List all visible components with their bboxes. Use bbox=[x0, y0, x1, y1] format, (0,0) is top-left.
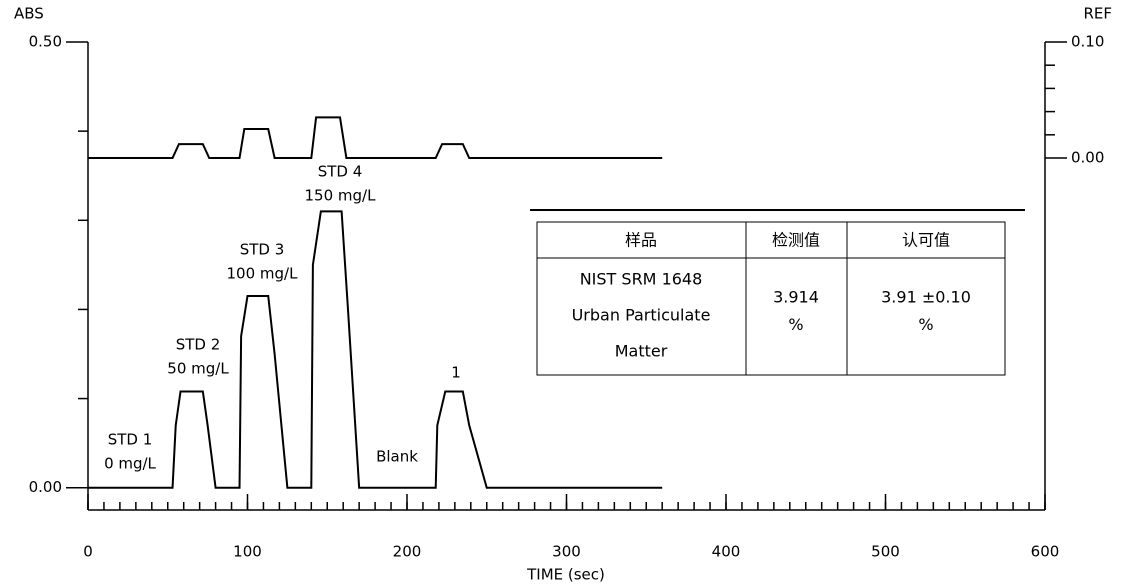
table-cell: % bbox=[788, 315, 803, 334]
x-tick-label: 200 bbox=[393, 543, 422, 561]
y-axis-label: ABS bbox=[14, 5, 44, 23]
y-tick-label: 0.50 bbox=[29, 33, 62, 51]
annotation: STD 3 bbox=[240, 241, 285, 259]
table-cell: Matter bbox=[615, 342, 668, 361]
table-header: 认可值 bbox=[902, 231, 950, 250]
annotation: STD 2 bbox=[176, 336, 221, 354]
annotation: Blank bbox=[376, 448, 418, 466]
x-tick-label: 300 bbox=[552, 543, 581, 561]
x-tick-label: 100 bbox=[233, 543, 262, 561]
table-cell: NIST SRM 1648 bbox=[580, 270, 703, 289]
data-line bbox=[88, 116, 663, 160]
table-border bbox=[536, 221, 1006, 376]
y2-axis-label: REF bbox=[1083, 5, 1112, 23]
table-cell: 3.914 bbox=[773, 288, 819, 307]
x-tick-label: 600 bbox=[1031, 543, 1060, 561]
table-cell: Urban Particulate bbox=[572, 306, 711, 325]
table-header: 样品 bbox=[625, 231, 657, 250]
annotation: 150 mg/L bbox=[305, 187, 377, 205]
annotation: 0 mg/L bbox=[104, 455, 156, 473]
annotation: STD 4 bbox=[318, 163, 363, 181]
y2-tick-label: 0.00 bbox=[1071, 149, 1104, 167]
annotation: 50 mg/L bbox=[167, 360, 229, 378]
annotation: 1 bbox=[451, 364, 461, 382]
data-line bbox=[88, 210, 663, 489]
x-tick-label: 400 bbox=[712, 543, 741, 561]
annotation: 100 mg/L bbox=[227, 265, 299, 283]
y2-tick-label: 0.10 bbox=[1071, 33, 1104, 51]
table-header: 检测值 bbox=[772, 231, 820, 250]
x-tick-label: 500 bbox=[871, 543, 900, 561]
table-cell: % bbox=[918, 315, 933, 334]
y-tick-label: 0.00 bbox=[29, 478, 62, 496]
x-tick-label: 0 bbox=[83, 543, 93, 561]
x-axis-label: TIME (sec) bbox=[526, 566, 605, 584]
table-cell: 3.91 ±0.10 bbox=[881, 288, 971, 307]
annotation: STD 1 bbox=[108, 431, 153, 449]
